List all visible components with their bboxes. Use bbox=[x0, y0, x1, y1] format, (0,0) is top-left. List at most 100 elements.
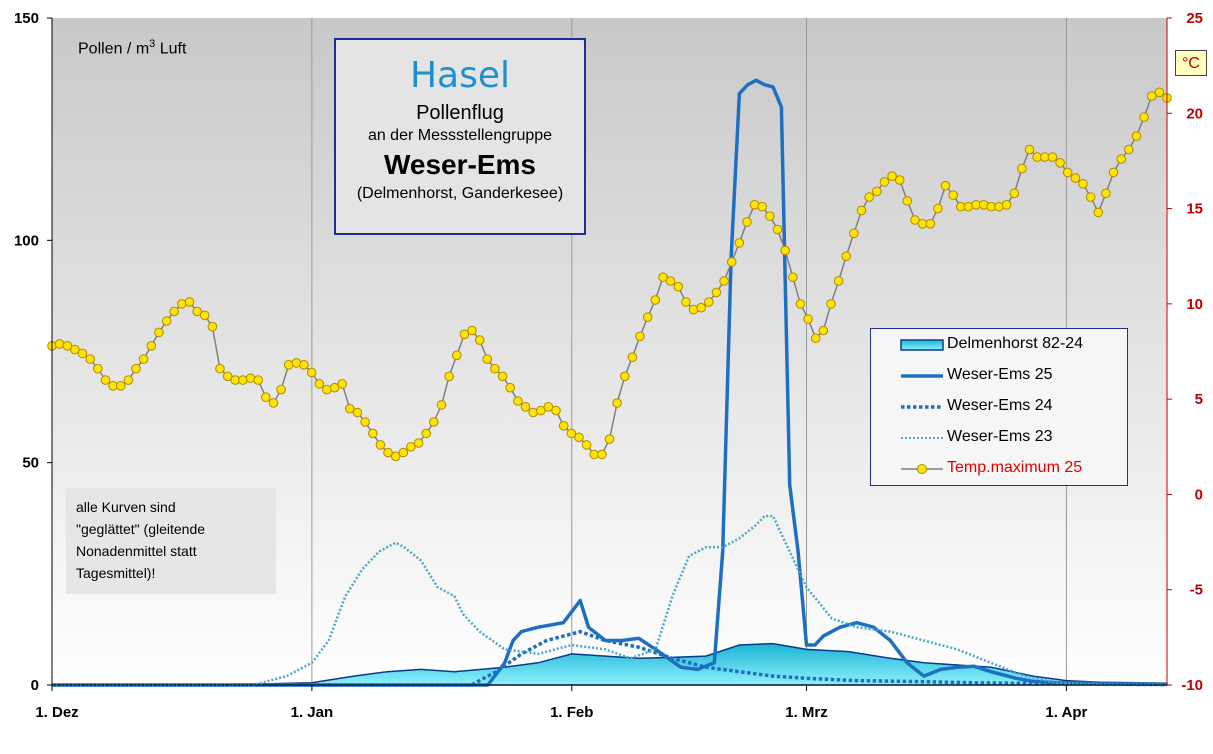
temp-point bbox=[948, 190, 959, 200]
legend-swatch-area bbox=[900, 339, 944, 351]
temp-layer bbox=[47, 87, 1172, 462]
temp-point bbox=[115, 381, 126, 391]
temp-point bbox=[169, 306, 179, 317]
temp-point bbox=[1101, 188, 1111, 199]
lines-layer bbox=[52, 78, 1168, 687]
temp-point bbox=[696, 302, 706, 313]
legend-swatch-solid bbox=[901, 374, 943, 378]
temp-point bbox=[199, 310, 210, 321]
temp-point bbox=[864, 192, 875, 202]
title-line4: (Delmenhorst, Ganderkesee) bbox=[356, 185, 564, 202]
temp-point bbox=[711, 287, 722, 298]
temp-point bbox=[261, 392, 271, 403]
temp-point bbox=[413, 438, 424, 448]
temp-point bbox=[635, 331, 645, 342]
temp-point bbox=[329, 382, 340, 393]
temp-point bbox=[803, 314, 813, 324]
temp-point bbox=[1055, 158, 1065, 168]
temp-point bbox=[520, 402, 531, 412]
y-left-tick-label: 150 bbox=[14, 10, 39, 27]
temp-point bbox=[673, 281, 684, 292]
temp-point bbox=[490, 363, 500, 374]
temp-point bbox=[505, 382, 516, 393]
temp-point bbox=[902, 196, 913, 206]
title-line1: Pollenflug bbox=[416, 102, 504, 124]
unit-main: Pollen / m bbox=[78, 40, 150, 58]
temp-point bbox=[856, 205, 867, 216]
temp-point bbox=[268, 398, 279, 408]
temp-point bbox=[1085, 192, 1096, 202]
y-right-tick-label: -10 bbox=[1181, 677, 1203, 694]
y-left-tick-label: 50 bbox=[22, 455, 39, 472]
title-line2: an der Messstellengruppe bbox=[367, 127, 553, 144]
temp-point bbox=[444, 371, 454, 382]
y-left-tick-label: 0 bbox=[31, 677, 39, 694]
smoothing-note: alle Kurven sind "geglättet" (gleitende … bbox=[66, 488, 276, 594]
legend-swatch-marker bbox=[901, 464, 943, 474]
series-weser-ems-24 bbox=[52, 629, 1168, 687]
temp-point bbox=[879, 177, 890, 187]
temp-point bbox=[620, 371, 630, 382]
temp-point bbox=[528, 407, 538, 418]
legend-item: Temp.maximum 25 bbox=[871, 453, 1127, 484]
note-line: Tagesmittel)! bbox=[76, 565, 156, 581]
temp-point bbox=[1062, 167, 1073, 178]
temp-point bbox=[543, 402, 554, 412]
series-weser-ems-25 bbox=[52, 78, 1168, 687]
temp-point bbox=[910, 215, 920, 225]
unit-sup: 3 bbox=[149, 38, 156, 50]
temp-point bbox=[352, 407, 363, 418]
temp-point bbox=[360, 417, 370, 427]
temp-point bbox=[719, 276, 729, 286]
temp-point bbox=[314, 379, 325, 389]
temp-point bbox=[322, 384, 332, 395]
temp-point bbox=[452, 350, 462, 361]
temp-point bbox=[398, 447, 409, 458]
temp-point bbox=[780, 245, 791, 256]
temp-point bbox=[184, 297, 195, 307]
series-delmenhorst-area bbox=[51, 642, 1168, 686]
y-right-tick-label: 20 bbox=[1186, 105, 1203, 122]
temp-point bbox=[62, 341, 73, 351]
temp-point bbox=[612, 398, 622, 408]
temp-point bbox=[849, 228, 859, 239]
y-left-tick-label: 100 bbox=[14, 232, 39, 249]
temp-point bbox=[54, 339, 65, 349]
temp-point bbox=[207, 321, 218, 332]
title-line3: Weser-Ems bbox=[383, 149, 536, 180]
temp-point bbox=[788, 272, 798, 283]
temp-point bbox=[1146, 91, 1157, 101]
legend-label: Delmenhorst 82-24 bbox=[947, 335, 1084, 352]
temp-point bbox=[1070, 173, 1081, 183]
temp-point bbox=[436, 400, 447, 410]
x-tick-label: 1. Mrz bbox=[785, 704, 828, 721]
temp-point bbox=[459, 329, 470, 340]
temp-point bbox=[1001, 200, 1012, 210]
legend-label: Weser-Ems 25 bbox=[947, 366, 1053, 383]
temp-point bbox=[429, 417, 439, 427]
legend-item: Weser-Ems 23 bbox=[871, 422, 1127, 453]
temp-point bbox=[795, 299, 806, 309]
temp-point bbox=[665, 276, 676, 286]
y-right-tick-label: 0 bbox=[1195, 486, 1203, 503]
temp-point bbox=[1078, 179, 1088, 189]
temp-point bbox=[375, 440, 386, 450]
temp-point bbox=[574, 432, 584, 443]
temp-point bbox=[421, 428, 432, 439]
temp-point bbox=[474, 335, 485, 345]
x-tick-label: 1. Apr bbox=[1045, 704, 1087, 721]
temp-point bbox=[161, 316, 172, 326]
temp-point bbox=[597, 449, 607, 460]
temp-point bbox=[604, 434, 615, 445]
y-right-tick-label: 10 bbox=[1186, 296, 1203, 313]
temp-point bbox=[93, 363, 103, 374]
temp-point bbox=[551, 405, 561, 416]
temp-point bbox=[337, 379, 348, 389]
temp-point bbox=[192, 306, 202, 317]
note-line: alle Kurven sind bbox=[76, 499, 176, 515]
x-tick-label: 1. Dez bbox=[35, 704, 78, 721]
temp-point bbox=[658, 272, 668, 283]
temp-point bbox=[406, 442, 416, 452]
temp-point bbox=[1154, 87, 1165, 98]
temp-point bbox=[345, 403, 355, 414]
